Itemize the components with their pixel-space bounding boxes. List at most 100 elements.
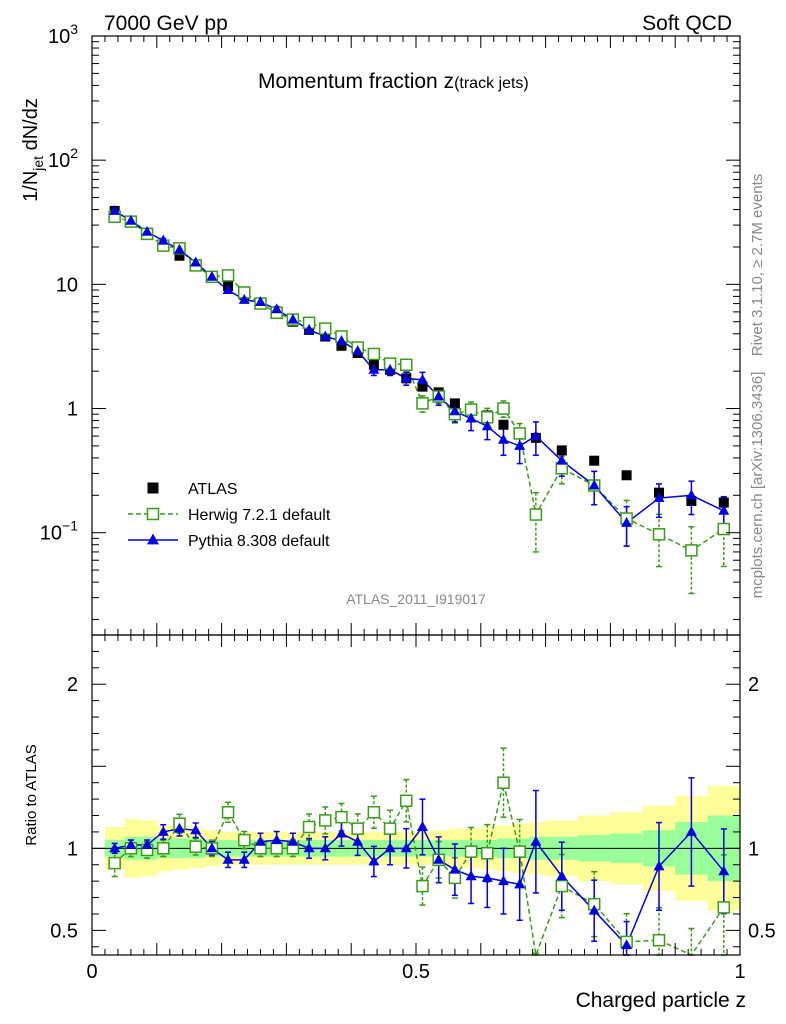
pythia-ratio-point [384,842,396,853]
pythia-ratio-point [530,835,542,846]
pythia-ratio-point [173,822,185,833]
tick-exponent: 3 [70,21,78,37]
pythia-ratio-point [303,842,315,853]
herwig-point [652,528,666,541]
main-ylabel-post: dN/dz [20,98,42,156]
pythia-ratio-point [190,824,202,835]
pythia-ratio-point [319,842,331,853]
main-y-tick-label: 103 [48,21,78,48]
pythia-ratio-point [206,842,218,853]
pythia-point [530,430,542,441]
tick-base: 10 [56,274,78,296]
pythia-point [173,243,185,254]
pythia-point [109,205,121,215]
tick-base: 10 [40,523,62,545]
pythia-ratio-point [556,870,568,881]
legend-label: Herwig 7.2.1 default [188,507,331,524]
herwig-point [529,508,543,521]
header-left: 7000 GeV pp [104,12,228,35]
pythia-ratio-point [653,860,665,871]
mcplots-label: mcplots.cern.ch [arXiv:1306.3436] [749,372,766,599]
main-title: Momentum fraction z(track jets) [258,70,529,93]
herwig-point [416,397,429,410]
pythia-ratio-point [718,865,730,876]
pythia-ratio-point [125,839,137,850]
pythia-point [238,293,250,304]
legend-marker-pythia [147,533,159,545]
herwig-ratio-point [367,805,381,819]
pythia-ratio-point [271,834,283,845]
pythia-point [433,390,445,401]
pythia-point [222,284,234,294]
pythia-point [271,303,283,314]
main-ylabel-pre: 1/N [20,171,42,202]
legend-marker-atlas [147,482,159,494]
atlas-point [589,455,600,466]
pythia-ratio-point [400,842,412,853]
analysis-id: ATLAS_2011_I919017 [346,591,486,607]
tick-base: 10 [48,150,70,172]
herwig-ratio-point [108,856,121,870]
herwig-line [114,216,725,552]
atlas-point [621,470,632,481]
pythia-ratio-point [449,863,461,874]
ratio-ylabel: Ratio to ATLAS [23,744,40,845]
herwig-ratio-point [464,845,478,858]
legend: ATLAS Herwig 7.2.1 default Pythia 8.308 de… [128,481,331,550]
tick-base: 10 [48,26,70,48]
herwig-ratio-point [157,842,170,855]
atlas-point [174,250,185,261]
main-ylabel: 1/Njet dN/dz [20,98,46,202]
tick-exponent: 2 [70,145,78,161]
atlas-point [336,340,347,351]
pythia-point [335,335,347,345]
herwig-ratio-point [351,822,364,835]
pythia-ratio-point [433,853,445,864]
herwig-point [685,544,698,557]
main-y-tick-label: 10 [56,274,78,296]
herwig-point [497,402,510,415]
atlas-point [686,495,697,506]
pythia-point [368,363,380,374]
pythia-point [400,372,412,383]
pythia-point [514,439,526,450]
atlas-point [498,419,509,430]
pythia-point [206,270,218,281]
main-ylabel-sub: jet [30,156,46,172]
herwig-ratio-point [335,810,348,824]
ratio-y-tick-label-right: 2 [748,674,759,696]
pythia-ratio-point [287,835,299,846]
rivet-label: Rivet 3.1.10, ≥ 2.7M events [749,174,766,357]
pythia-ratio-point [621,939,633,950]
pythia-point [352,345,364,356]
pythia-ratio-point [588,904,600,915]
atlas-point [556,445,567,456]
x-tick-label: 0.5 [402,961,430,983]
x-tick-label: 1 [734,961,745,983]
main-y-tick-label: 102 [48,145,78,172]
pythia-ratio-point [514,878,526,889]
ratio-y-tick-label-right: 1 [748,838,759,860]
pythia-point [588,479,600,490]
herwig-ratio-point [302,820,316,834]
herwig-ratio-point [238,833,251,847]
header-right: Soft QCD [642,12,732,35]
main-y-tick-label: 10−1 [40,518,78,545]
herwig-ratio-point [513,845,526,858]
legend-label: ATLAS [188,481,238,498]
herwig-ratio-point [717,901,731,914]
atlas-point [417,381,428,392]
herwig-ratio-point [400,794,413,807]
legend-label: Pythia 8.308 default [188,533,330,550]
pythia-point [556,454,568,465]
ratio-y-tick-label-left: 2 [67,674,78,696]
main-y-tick-label: 1 [67,399,78,421]
herwig-point [367,347,381,361]
pythia-ratio-point [352,835,364,846]
pythia-point [125,214,137,225]
main-title-text: Momentum fraction z [258,70,454,93]
pythia-point [449,405,461,416]
pythia-ratio-point [157,825,169,836]
